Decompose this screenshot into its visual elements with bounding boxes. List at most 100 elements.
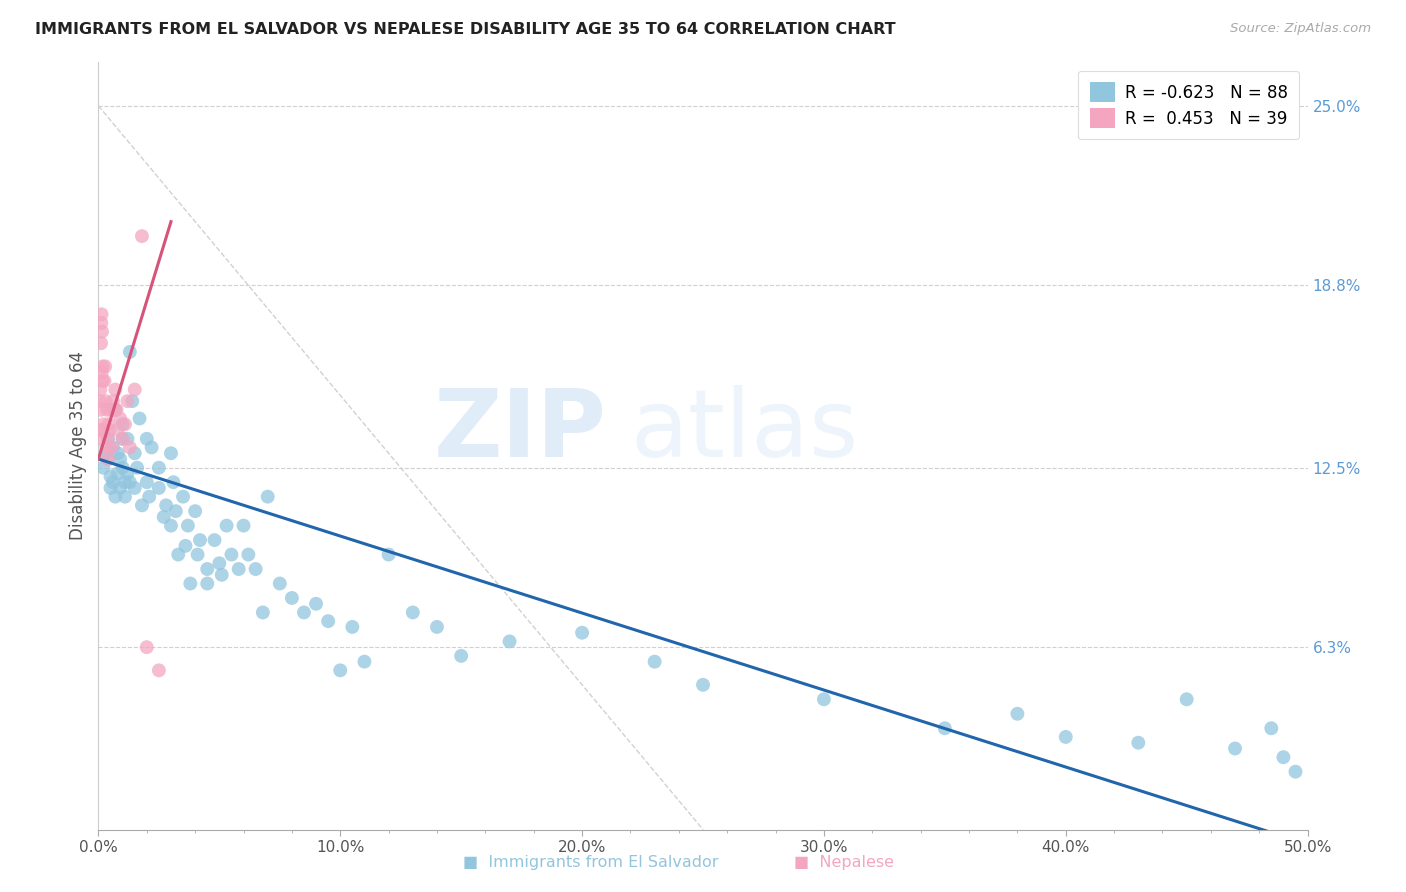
Point bbox=[101, 475, 124, 490]
Point bbox=[105, 402, 128, 417]
Text: atlas: atlas bbox=[630, 384, 859, 476]
Point bbox=[1054, 730, 1077, 744]
Point bbox=[174, 539, 197, 553]
Point bbox=[103, 402, 125, 417]
Point bbox=[292, 606, 315, 620]
Point bbox=[93, 417, 115, 432]
Point bbox=[245, 562, 267, 576]
Point bbox=[89, 394, 111, 409]
Point bbox=[124, 481, 146, 495]
Point bbox=[221, 548, 243, 562]
Point bbox=[269, 576, 291, 591]
Point bbox=[256, 490, 278, 504]
Point bbox=[204, 533, 226, 547]
Point bbox=[215, 518, 238, 533]
Point bbox=[107, 423, 129, 437]
Point bbox=[90, 402, 112, 417]
Point bbox=[152, 510, 174, 524]
Point bbox=[160, 446, 183, 460]
Point bbox=[426, 620, 449, 634]
Point bbox=[195, 562, 218, 576]
Point bbox=[162, 475, 184, 490]
Legend: R = -0.623   N = 88, R =  0.453   N = 39: R = -0.623 N = 88, R = 0.453 N = 39 bbox=[1078, 70, 1299, 139]
Point bbox=[94, 394, 117, 409]
Point bbox=[135, 640, 157, 655]
Point bbox=[316, 614, 339, 628]
Point bbox=[329, 664, 352, 678]
Point bbox=[96, 402, 118, 417]
Point bbox=[148, 481, 170, 495]
Point bbox=[104, 383, 127, 397]
Point bbox=[305, 597, 328, 611]
Point bbox=[97, 432, 120, 446]
Point bbox=[644, 655, 666, 669]
Point bbox=[97, 452, 120, 467]
Point bbox=[104, 490, 127, 504]
Point bbox=[108, 481, 131, 495]
Point bbox=[118, 475, 141, 490]
Point bbox=[91, 460, 114, 475]
Text: Source: ZipAtlas.com: Source: ZipAtlas.com bbox=[1230, 22, 1371, 36]
Point bbox=[131, 229, 153, 244]
Point bbox=[124, 446, 146, 460]
Point bbox=[450, 648, 472, 663]
Point bbox=[98, 423, 121, 437]
Point bbox=[127, 460, 149, 475]
Point bbox=[342, 620, 364, 634]
Point bbox=[91, 325, 114, 339]
Point bbox=[1272, 750, 1295, 764]
Point bbox=[167, 548, 190, 562]
Point bbox=[96, 441, 118, 455]
Point bbox=[813, 692, 835, 706]
Point bbox=[1284, 764, 1306, 779]
Point bbox=[128, 411, 150, 425]
Point bbox=[228, 562, 250, 576]
Point bbox=[108, 411, 131, 425]
Point bbox=[232, 518, 254, 533]
Point bbox=[101, 394, 124, 409]
Point bbox=[208, 556, 231, 570]
Point bbox=[1223, 741, 1246, 756]
Point bbox=[165, 504, 187, 518]
Point bbox=[111, 460, 134, 475]
Point bbox=[1128, 736, 1150, 750]
Point bbox=[934, 721, 956, 735]
Point bbox=[117, 394, 139, 409]
Point bbox=[172, 490, 194, 504]
Text: ■  Nepalese: ■ Nepalese bbox=[793, 855, 894, 870]
Point bbox=[90, 316, 112, 330]
Point bbox=[377, 548, 399, 562]
Point bbox=[238, 548, 260, 562]
Point bbox=[114, 417, 136, 432]
Point bbox=[187, 548, 209, 562]
Point bbox=[100, 469, 122, 483]
Point bbox=[94, 359, 117, 374]
Point bbox=[90, 423, 112, 437]
Point bbox=[118, 441, 141, 455]
Point bbox=[91, 423, 114, 437]
Point bbox=[124, 383, 146, 397]
Point bbox=[93, 374, 115, 388]
Point bbox=[353, 655, 375, 669]
Point bbox=[138, 490, 160, 504]
Point bbox=[97, 452, 120, 467]
Point bbox=[141, 441, 163, 455]
Point bbox=[402, 606, 425, 620]
Point bbox=[1007, 706, 1029, 721]
Point bbox=[89, 383, 111, 397]
Point bbox=[100, 441, 122, 455]
Point bbox=[281, 591, 304, 605]
Point bbox=[101, 441, 124, 455]
Point bbox=[692, 678, 714, 692]
Point bbox=[131, 499, 153, 513]
Point bbox=[107, 467, 129, 481]
Point bbox=[111, 432, 134, 446]
Point bbox=[148, 460, 170, 475]
Text: IMMIGRANTS FROM EL SALVADOR VS NEPALESE DISABILITY AGE 35 TO 64 CORRELATION CHAR: IMMIGRANTS FROM EL SALVADOR VS NEPALESE … bbox=[35, 22, 896, 37]
Point bbox=[100, 481, 122, 495]
Point bbox=[135, 475, 157, 490]
Point bbox=[94, 446, 117, 460]
Point bbox=[1260, 721, 1282, 735]
Point bbox=[252, 606, 274, 620]
Point bbox=[97, 432, 120, 446]
